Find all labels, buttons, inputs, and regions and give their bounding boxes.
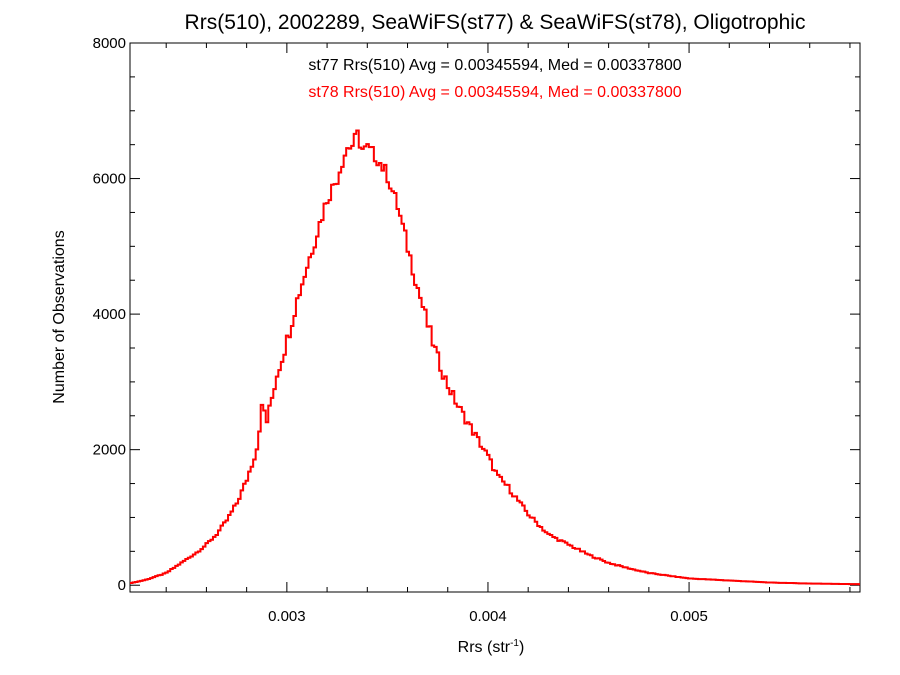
axis-tick-labels: 0.003 0.004 0.005 0 2000 4000 6000 8000	[93, 35, 708, 625]
y-tick-label: 4000	[93, 306, 126, 323]
x-tick-label: 0.003	[268, 608, 306, 625]
x-tick-label: 0.004	[469, 608, 507, 625]
annotation-st78: st78 Rrs(510) Avg = 0.00345594, Med = 0.…	[308, 84, 681, 101]
chart-title: Rrs(510), 2002289, SeaWiFS(st77) & SeaWi…	[185, 11, 806, 34]
x-axis-label-superscript: -1	[510, 638, 519, 649]
series-st78-line	[130, 129, 860, 586]
plot-frame	[129, 42, 861, 593]
y-axis-label: Number of Observations	[51, 230, 68, 403]
y-tick-label: 2000	[93, 442, 126, 459]
x-axis-label-close: )	[519, 639, 524, 656]
y-tick-label: 8000	[93, 35, 126, 52]
annotation-st77: st77 Rrs(510) Avg = 0.00345594, Med = 0.…	[308, 57, 681, 74]
y-tick-label: 6000	[93, 171, 126, 188]
series-st77-line	[130, 129, 860, 585]
x-tick-label: 0.005	[670, 608, 708, 625]
y-tick-label: 0	[118, 577, 126, 594]
axis-ticks	[130, 42, 860, 592]
x-axis-label: Rrs (str-1)	[458, 638, 525, 656]
x-axis-label-text: Rrs (str	[458, 639, 511, 656]
series-layer	[130, 129, 860, 586]
